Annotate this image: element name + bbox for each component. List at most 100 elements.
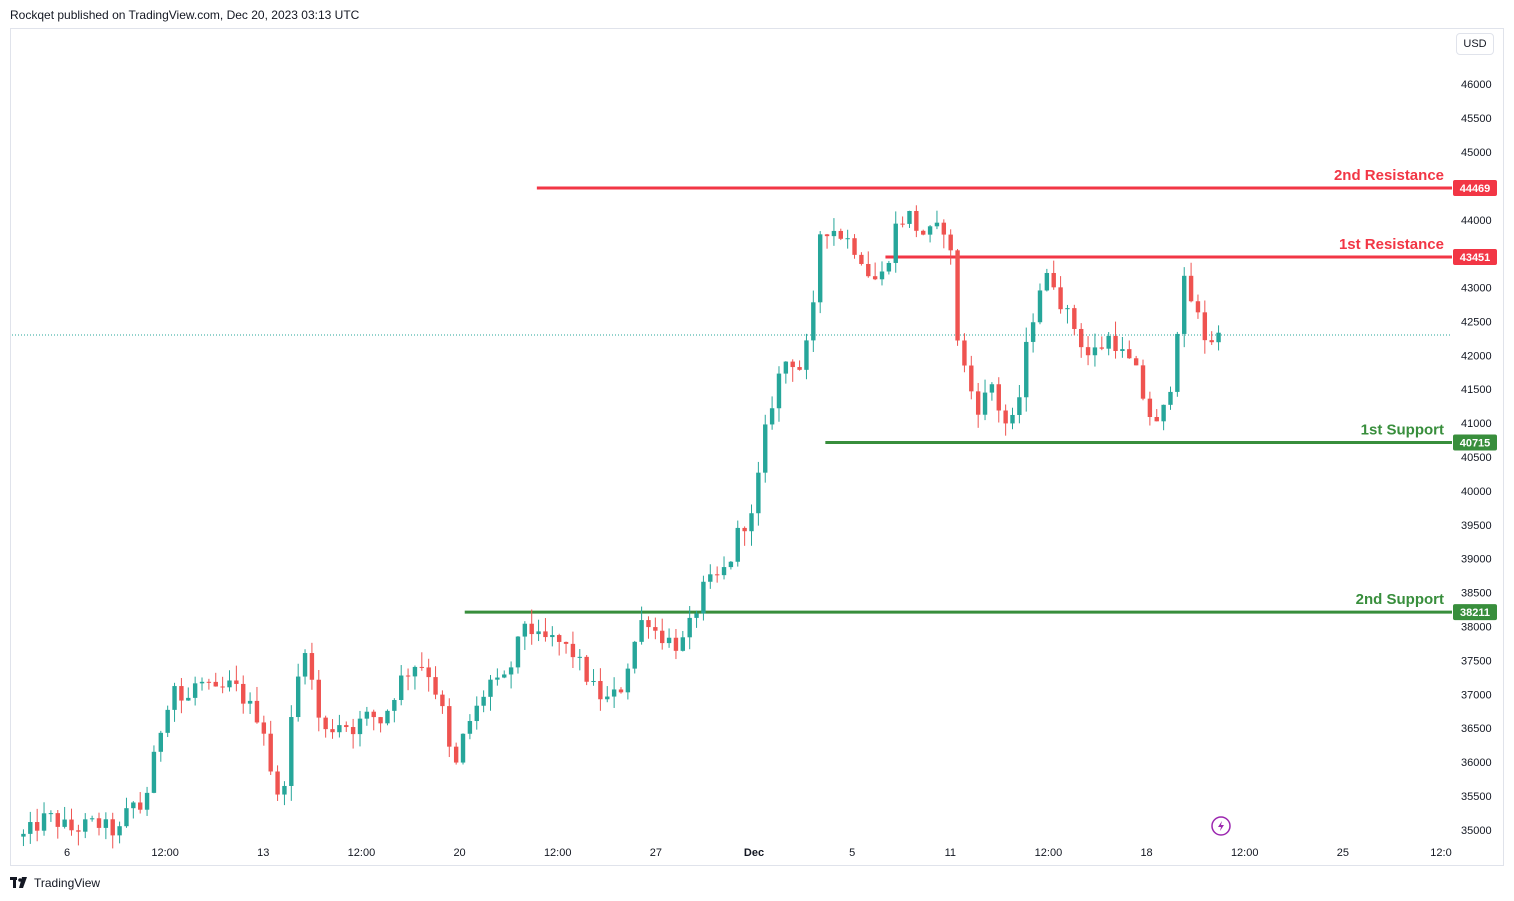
candle bbox=[412, 665, 418, 690]
price-tag-support: 38211 bbox=[1453, 604, 1497, 621]
candle bbox=[591, 669, 596, 686]
candle bbox=[83, 813, 88, 839]
candle bbox=[1092, 333, 1098, 367]
candle bbox=[756, 461, 761, 526]
candle bbox=[714, 566, 720, 583]
candle bbox=[213, 672, 218, 687]
y-tick-label: 40000 bbox=[1461, 486, 1492, 498]
candle bbox=[955, 248, 960, 346]
candle bbox=[426, 658, 431, 692]
candle bbox=[1161, 404, 1166, 431]
candle bbox=[1051, 260, 1056, 290]
candle bbox=[1113, 321, 1118, 359]
tradingview-logo-icon bbox=[10, 877, 27, 888]
candle bbox=[440, 690, 445, 714]
x-tick-label: 5 bbox=[849, 847, 855, 859]
candle bbox=[845, 229, 850, 249]
candle bbox=[28, 811, 33, 844]
y-tick-label: 38500 bbox=[1461, 588, 1492, 600]
candle bbox=[1010, 407, 1015, 430]
candle bbox=[34, 808, 40, 842]
y-tick-label: 43000 bbox=[1461, 283, 1492, 295]
x-tick-label: Dec bbox=[744, 847, 764, 859]
candle bbox=[289, 705, 294, 801]
candle bbox=[364, 706, 370, 726]
candle bbox=[206, 678, 212, 690]
level-labels: 2nd Resistance 1st Resistance 1st Support 2… bbox=[1334, 167, 1444, 608]
candle bbox=[1106, 332, 1111, 356]
candle bbox=[598, 668, 603, 711]
candle bbox=[824, 233, 830, 249]
chart-area[interactable] bbox=[10, 28, 1504, 866]
candle bbox=[605, 686, 610, 703]
candle bbox=[55, 810, 60, 839]
currency-button[interactable]: USD bbox=[1456, 33, 1494, 55]
candle bbox=[295, 663, 301, 722]
candle bbox=[378, 716, 383, 733]
candle bbox=[309, 642, 315, 690]
y-tick-label: 45000 bbox=[1461, 147, 1492, 159]
candle bbox=[728, 561, 734, 570]
y-tick-label: 45500 bbox=[1461, 113, 1492, 125]
support-resistance-levels bbox=[464, 186, 1452, 614]
y-tick-label: 41500 bbox=[1461, 384, 1492, 396]
candle bbox=[522, 621, 528, 650]
candle bbox=[247, 692, 253, 714]
candle bbox=[350, 718, 356, 749]
candle bbox=[144, 786, 150, 816]
candle bbox=[1182, 267, 1187, 348]
candle bbox=[721, 556, 727, 580]
candle bbox=[584, 655, 589, 686]
candle bbox=[1133, 355, 1139, 366]
candle bbox=[632, 640, 637, 674]
candle bbox=[872, 262, 878, 281]
y-tick-label: 36500 bbox=[1461, 723, 1492, 735]
x-tick-label: 25 bbox=[1337, 847, 1349, 859]
candle bbox=[907, 210, 912, 228]
candle bbox=[680, 630, 686, 652]
candle bbox=[275, 765, 280, 801]
x-tick-label: 12:00 bbox=[1231, 847, 1259, 859]
candle bbox=[172, 682, 177, 722]
y-tick-label: 37000 bbox=[1461, 689, 1492, 701]
x-tick-label: 18 bbox=[1140, 847, 1152, 859]
candle bbox=[447, 698, 452, 758]
candle bbox=[433, 666, 438, 700]
candle bbox=[165, 705, 170, 738]
svg-text:44469: 44469 bbox=[1460, 183, 1491, 195]
candle bbox=[1072, 304, 1077, 336]
candle bbox=[337, 714, 342, 738]
candle bbox=[1078, 323, 1084, 358]
candle bbox=[742, 526, 747, 546]
candle bbox=[89, 815, 95, 822]
x-tick-label: 12:00 bbox=[544, 847, 572, 859]
candle bbox=[1209, 331, 1214, 345]
candle bbox=[234, 665, 239, 692]
candle bbox=[474, 696, 479, 730]
candle bbox=[48, 810, 54, 822]
candle bbox=[790, 359, 795, 382]
candle bbox=[1127, 340, 1132, 359]
candle bbox=[460, 733, 466, 765]
candle bbox=[893, 211, 898, 273]
candle bbox=[969, 355, 974, 400]
candle bbox=[529, 609, 534, 645]
lightning-icon[interactable] bbox=[1211, 816, 1231, 836]
candle bbox=[1202, 300, 1208, 354]
candle bbox=[866, 251, 871, 278]
candle bbox=[811, 290, 816, 352]
candle bbox=[570, 631, 576, 669]
candle bbox=[556, 633, 562, 656]
candle bbox=[399, 665, 404, 706]
candle bbox=[838, 228, 843, 241]
level-label-support: 2nd Support bbox=[1356, 591, 1444, 608]
candle bbox=[694, 610, 699, 628]
candle bbox=[344, 721, 349, 732]
tradingview-brand[interactable]: TradingView bbox=[10, 876, 100, 890]
candle bbox=[543, 618, 548, 642]
candle bbox=[962, 333, 967, 373]
candle bbox=[1140, 359, 1146, 401]
candle bbox=[618, 687, 624, 694]
x-tick-label: 12:00 bbox=[348, 847, 376, 859]
